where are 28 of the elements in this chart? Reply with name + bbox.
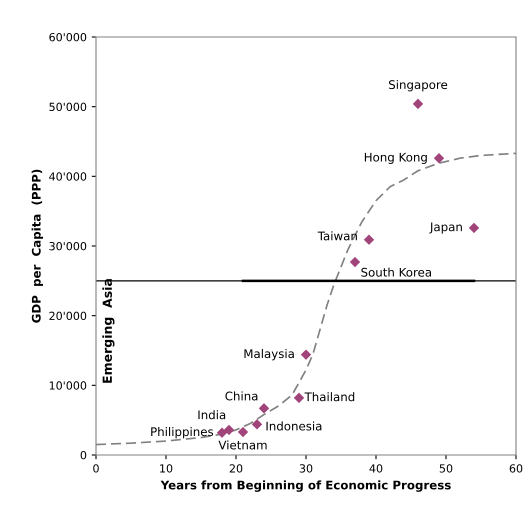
annotation: Taiwan (318, 231, 357, 240)
annotation: Vietnam (218, 440, 267, 450)
y-tick-label: 20'000 (49, 312, 86, 320)
annotation: Japan (429, 222, 462, 234)
y-tick-label: 40'000 (49, 172, 86, 181)
x-axis-title: Years from Beginning of Economic Progress (160, 480, 451, 492)
annotation: Malaysia (244, 348, 294, 360)
annotation: Hong Kong (364, 152, 427, 164)
annotation: South Korea (361, 268, 432, 277)
annotation: China (225, 391, 258, 400)
annotation: India (198, 410, 226, 420)
x-tick-label: 0 (93, 464, 99, 473)
annotation: Singapore (389, 80, 448, 92)
x-tick-label: 10 (160, 464, 172, 473)
x-tick-label: 50 (440, 464, 452, 473)
y-tick-label: 50'000 (49, 102, 86, 112)
y-tick-label: 60'000 (49, 32, 86, 42)
annotation: Philippines (151, 426, 214, 438)
y-axis-title: GDP per Capita (PPP) (32, 170, 44, 323)
y-tick-label: 0 (80, 450, 86, 460)
x-tick-label: 60 (510, 464, 522, 473)
y-tick-label: 10'000 (50, 381, 86, 390)
x-tick-label: 20 (230, 464, 242, 473)
y-tick-label: 30'000 (49, 242, 86, 250)
x-tick-label: 40 (369, 464, 382, 473)
annotation: Thailand (304, 392, 354, 402)
x-tick-label: 30 (300, 464, 312, 473)
annotation: Indonesia (266, 421, 322, 431)
